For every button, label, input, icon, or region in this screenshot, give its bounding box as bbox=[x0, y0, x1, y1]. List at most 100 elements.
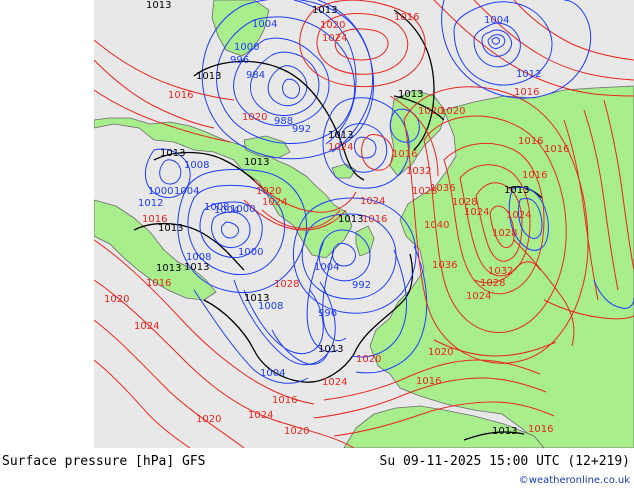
isobars-northeast-low bbox=[441, 0, 592, 99]
isobar-label-high: 1024 bbox=[134, 321, 159, 332]
isobar-label-high: 1028 bbox=[452, 197, 477, 208]
isobar-label-high: 1016 bbox=[528, 424, 553, 435]
isobar-lines bbox=[94, 0, 634, 448]
isobar-label-high: 1024 bbox=[322, 33, 347, 44]
isobar-label-ref: 1013 bbox=[504, 185, 529, 196]
isobar-label-low: 1008 bbox=[204, 202, 229, 213]
isobar-label-low: 1000 bbox=[238, 247, 263, 258]
isobar-label-ref: 1013 bbox=[158, 223, 183, 234]
isobars-1013 bbox=[133, 9, 543, 441]
isobar-label-ref: 1013 bbox=[398, 89, 423, 100]
isobar-label-high: 1020 bbox=[418, 106, 443, 117]
surface-pressure-map[interactable]: 1013 1013 1004 1000 996 984 1013 1020 1024 1016 10… bbox=[94, 0, 634, 448]
isobar-label-high: 1024 bbox=[248, 410, 273, 421]
isobar-label-high: 1028 bbox=[480, 278, 505, 289]
isobar-label-high: 1020 bbox=[320, 20, 345, 31]
isobar-label-low: 1004 bbox=[260, 368, 285, 379]
map-title: Surface pressure [hPa] GFS bbox=[2, 454, 206, 469]
isobar-label-low: 1008 bbox=[258, 301, 283, 312]
isobar-label-high: 1024 bbox=[322, 377, 347, 388]
isobars-mid-atlantic-trough bbox=[233, 239, 347, 366]
isobar-label-ref: 1013 bbox=[146, 0, 171, 11]
isobar-label-high: 1016 bbox=[362, 214, 387, 225]
isobar-label-ref: 1013 bbox=[338, 214, 363, 225]
isobar-label-low: 992 bbox=[292, 124, 311, 135]
map-footer: Surface pressure [hPa] GFS Su 09-11-2025… bbox=[0, 448, 634, 490]
isobars-east-lows bbox=[389, 108, 634, 309]
isobar-label-high: 1024 bbox=[464, 207, 489, 218]
isobar-label-ref: 1013 bbox=[196, 71, 221, 82]
isobar-label-low: 1004 bbox=[484, 15, 509, 26]
isobar-label-high: 1020 bbox=[428, 347, 453, 358]
isobar-label-low: 996 bbox=[318, 308, 337, 319]
land-north-america bbox=[94, 117, 353, 259]
land-greenland bbox=[211, 0, 270, 57]
isobar-label-ref: 1013 bbox=[492, 426, 517, 437]
isobar-label-low: 1004 bbox=[252, 19, 277, 30]
isobar-label-high: 1036 bbox=[430, 183, 455, 194]
isobar-label-high: 1020 bbox=[242, 112, 267, 123]
isobar-label-low: 1012 bbox=[138, 198, 163, 209]
isobar-label-high: 1016 bbox=[168, 90, 193, 101]
isobar-label-low: 1004 bbox=[314, 262, 339, 273]
isobar-label-low: 992 bbox=[352, 280, 371, 291]
isobar-label-low: 1000 bbox=[148, 186, 173, 197]
isobars-azores-high bbox=[94, 239, 355, 448]
isobar-label-low: 1000 bbox=[230, 204, 255, 215]
isobars-northeast-high bbox=[433, 0, 634, 97]
isobar-label-high: 1016 bbox=[518, 136, 543, 147]
isobar-label-high: 1016 bbox=[146, 278, 171, 289]
isobar-label-high: 1016 bbox=[394, 12, 419, 23]
isobar-label-high: 1024 bbox=[262, 197, 287, 208]
isobar-label-ref: 1013 bbox=[244, 293, 269, 304]
isobars-siberian-high bbox=[403, 86, 589, 364]
isobar-label-high: 1016 bbox=[544, 144, 569, 155]
isobar-label-high: 1032 bbox=[406, 166, 431, 177]
isobar-label-high: 1024 bbox=[466, 291, 491, 302]
isobar-label-high: 1028 bbox=[274, 279, 299, 290]
isobar-label-ref: 1013 bbox=[160, 148, 185, 159]
isobars-north-sea-low bbox=[322, 97, 410, 189]
isobar-label-ref: 1013 bbox=[244, 157, 269, 168]
valid-datetime: Su 09-11-2025 15:00 UTC (12+219) bbox=[379, 454, 630, 469]
isobar-label-high: 1016 bbox=[416, 376, 441, 387]
isobar-label-high: 1020 bbox=[196, 414, 221, 425]
isobar-label-ref: 1013 bbox=[312, 5, 337, 16]
isobars-iberian-low bbox=[292, 197, 428, 374]
isobar-label-high: 1016 bbox=[392, 149, 417, 160]
isobars-mediterranean-high bbox=[313, 339, 557, 437]
isobar-label-low: 1004 bbox=[214, 205, 239, 216]
isobar-label-high: 1016 bbox=[272, 395, 297, 406]
copyright-link[interactable]: ©weatheronline.co.uk bbox=[518, 475, 630, 486]
isobar-label-high: 1028 bbox=[412, 186, 437, 197]
isobar-label-high: 1036 bbox=[432, 260, 457, 271]
land-north-america-south bbox=[94, 199, 217, 301]
land-masses bbox=[94, 0, 634, 448]
isobars-northwest-high bbox=[94, 39, 235, 143]
isobar-label-high: 1020 bbox=[256, 186, 281, 197]
isobars-biscay-high bbox=[243, 179, 357, 231]
land-eurasia bbox=[369, 85, 634, 448]
isobar-label-high: 1040 bbox=[424, 220, 449, 231]
isobar-label-high: 1020 bbox=[440, 106, 465, 117]
isobar-label-high: 1024 bbox=[506, 210, 531, 221]
isobar-label-low: 996 bbox=[230, 55, 249, 66]
isobars-alpine-high bbox=[361, 95, 439, 177]
isobar-label-low: 1012 bbox=[516, 69, 541, 80]
isobar-label-high: 1024 bbox=[328, 142, 353, 153]
isobar-label-high: 1032 bbox=[488, 266, 513, 277]
isobar-label-high: 1020 bbox=[356, 354, 381, 365]
isobars-east-highs bbox=[473, 99, 634, 320]
isobar-label-ref: 1013 bbox=[328, 130, 353, 141]
isobars-arctic-high bbox=[299, 0, 426, 88]
isobar-label-low: 988 bbox=[274, 116, 293, 127]
isobar-label-low: 1008 bbox=[184, 160, 209, 171]
isobar-label-ref: 1013 bbox=[184, 262, 209, 273]
isobar-label-high: 1016 bbox=[142, 214, 167, 225]
isobar-label-high: 1016 bbox=[514, 87, 539, 98]
isobar-label-high: 1028 bbox=[492, 228, 517, 239]
isobar-label-high: 1020 bbox=[284, 426, 309, 437]
isobar-label-ref: 1013 bbox=[156, 263, 181, 274]
